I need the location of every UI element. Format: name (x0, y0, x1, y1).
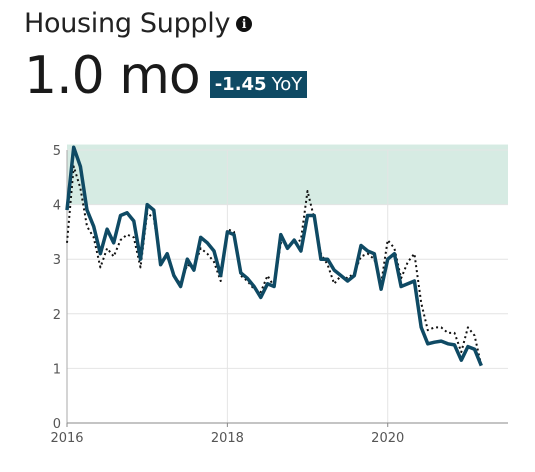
info-circle-icon[interactable]: i (236, 15, 253, 32)
target-band (67, 144, 508, 205)
x-tick-label: 2016 (50, 431, 83, 446)
x-tick-label: 2018 (211, 431, 244, 446)
y-tick-label: 2 (53, 308, 61, 323)
page-title: Housing Supply (24, 8, 231, 39)
yoy-change-value: -1.45 (214, 74, 267, 95)
y-tick-label: 5 (53, 144, 61, 159)
y-tick-label: 0 (53, 417, 61, 432)
y-tick-label: 4 (53, 199, 61, 214)
yoy-change-badge: -1.45 YoY (209, 71, 308, 98)
y-tick-label: 3 (53, 253, 61, 268)
x-tick-label: 2020 (371, 431, 404, 446)
y-tick-label: 1 (53, 362, 61, 377)
metric-row: 1.0 mo -1.45 YoY (24, 46, 308, 106)
housing-supply-series-line (65, 145, 483, 367)
title-row: Housing Supply i (24, 8, 253, 39)
metric-value: 1.0 mo (24, 46, 201, 106)
yoy-change-suffix: YoY (271, 74, 303, 95)
